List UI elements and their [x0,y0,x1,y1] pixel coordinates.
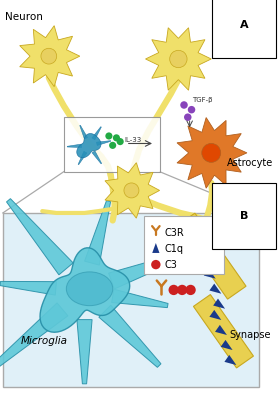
Circle shape [109,142,116,149]
FancyBboxPatch shape [144,216,224,274]
Circle shape [105,132,112,140]
Polygon shape [213,299,225,309]
Text: C1q: C1q [164,244,183,254]
Circle shape [41,48,57,64]
Polygon shape [204,268,216,279]
Circle shape [186,285,196,295]
Circle shape [180,101,188,109]
Polygon shape [92,127,101,140]
Polygon shape [152,243,160,253]
Circle shape [184,114,191,121]
Circle shape [117,138,124,145]
Text: TGF-β: TGF-β [193,97,213,103]
Polygon shape [77,134,101,158]
Polygon shape [77,320,92,384]
Circle shape [124,183,139,198]
Polygon shape [177,118,247,188]
Polygon shape [6,199,73,275]
Text: Astrocyte: Astrocyte [227,158,273,168]
Polygon shape [112,289,168,308]
Polygon shape [85,200,110,265]
Polygon shape [198,254,210,264]
Polygon shape [224,355,236,365]
Polygon shape [80,125,88,139]
Circle shape [177,285,187,295]
Circle shape [170,50,187,68]
Text: Neuron: Neuron [5,12,43,22]
Circle shape [151,260,160,269]
Circle shape [202,144,221,162]
Polygon shape [97,141,111,146]
Polygon shape [221,340,233,350]
FancyBboxPatch shape [3,213,259,387]
Polygon shape [92,151,102,164]
Polygon shape [20,26,80,87]
Polygon shape [0,282,56,295]
Polygon shape [193,294,253,368]
Text: IL-33: IL-33 [125,136,142,142]
Polygon shape [67,144,81,148]
Circle shape [169,285,179,295]
Polygon shape [109,251,189,289]
Polygon shape [209,310,221,320]
Text: C3: C3 [164,260,177,270]
Polygon shape [105,163,160,218]
Text: B: B [240,211,248,221]
Text: Synapse: Synapse [229,330,271,340]
Circle shape [113,134,120,142]
Text: Microglia: Microglia [21,336,68,346]
Ellipse shape [66,272,113,306]
Polygon shape [176,213,246,299]
Circle shape [188,106,195,114]
Polygon shape [146,28,211,90]
Polygon shape [99,305,161,367]
Polygon shape [209,284,221,294]
Text: C3R: C3R [164,228,184,238]
Polygon shape [40,248,130,332]
FancyBboxPatch shape [64,117,160,172]
Text: A: A [240,20,248,30]
Polygon shape [191,238,203,248]
Polygon shape [0,303,68,374]
Polygon shape [215,325,227,335]
Polygon shape [78,151,87,165]
